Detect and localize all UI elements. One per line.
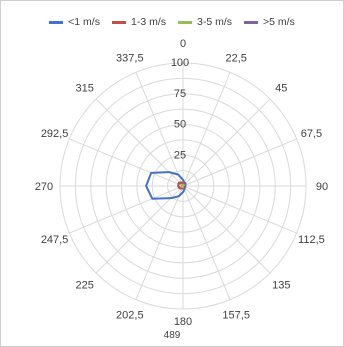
grid-spoke — [135, 185, 184, 300]
legend-label-3-5: 3-5 m/s — [197, 16, 233, 28]
legend-label-gt5: >5 m/s — [263, 16, 295, 28]
direction-label: 45 — [275, 83, 287, 95]
grid-spoke — [95, 185, 184, 274]
direction-label: 0 — [180, 38, 186, 50]
grid-spoke — [182, 98, 271, 187]
grid-spoke — [182, 185, 271, 274]
legend-swatch-gt5 — [244, 20, 259, 24]
legend-item-gt5[interactable]: >5 m/s — [244, 16, 295, 28]
radial-tick-label: 0 — [177, 180, 183, 192]
legend-label-1-3: 1-3 m/s — [130, 16, 166, 28]
legend-item-1-3[interactable]: 1-3 m/s — [111, 16, 166, 28]
radial-tick-label: 50 — [174, 119, 186, 131]
legend-label-lt1: <1 m/s — [68, 16, 100, 28]
direction-label: 247,5 — [41, 234, 69, 246]
legend-item-lt1[interactable]: <1 m/s — [49, 16, 100, 28]
direction-label: 180 — [174, 316, 192, 328]
grid-spoke — [182, 185, 231, 300]
grid-spoke — [69, 138, 184, 187]
radial-tick-label: 100 — [171, 57, 189, 69]
legend-swatch-lt1 — [49, 20, 64, 24]
legend-item-3-5[interactable]: 3-5 m/s — [178, 16, 232, 28]
grid-spoke — [182, 138, 297, 187]
direction-label: 292,5 — [41, 128, 69, 140]
direction-label: 135 — [272, 279, 290, 291]
footer-value: 489 — [163, 330, 181, 341]
direction-label: 337,5 — [116, 53, 144, 65]
legend-swatch-3-5 — [178, 20, 192, 24]
direction-label: 22,5 — [225, 53, 246, 65]
direction-label: 202,5 — [116, 309, 144, 321]
radial-tick-label: 75 — [174, 88, 186, 100]
legend-swatch-1-3 — [111, 20, 126, 24]
grid-spoke — [135, 72, 184, 187]
direction-label: 112,5 — [298, 234, 325, 246]
grid-spoke — [182, 72, 231, 187]
direction-label: 315 — [76, 83, 94, 95]
direction-label: 225 — [76, 279, 94, 291]
legend: <1 m/s 1-3 m/s 3-5 m/s >5 m/s — [1, 14, 343, 30]
series-line — [180, 183, 185, 189]
direction-label: 90 — [316, 181, 328, 193]
direction-label: 157,5 — [222, 309, 250, 321]
radial-tick-label: 25 — [174, 149, 186, 161]
radar-chart: 0 25 50 75 100 0 22,5 45 67,5 90 112,5 135 157,5 180 2… — [35, 38, 328, 328]
direction-label: 67,5 — [301, 128, 322, 140]
direction-label: 270 — [35, 181, 53, 193]
grid-spoke — [182, 185, 297, 234]
grid-spoke — [69, 185, 184, 234]
